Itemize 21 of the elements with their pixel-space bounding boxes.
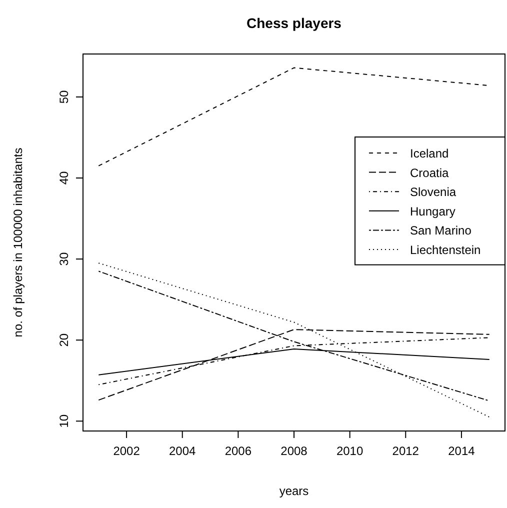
x-tick-label: 2008: [280, 444, 308, 458]
x-tick-label: 2004: [169, 444, 196, 458]
x-tick-label: 2010: [336, 444, 364, 458]
y-tick-label: 20: [57, 333, 71, 347]
x-axis-title: years: [279, 484, 309, 498]
x-tick-label: 2014: [448, 444, 476, 458]
legend-label: San Marino: [410, 224, 472, 238]
x-tick-label: 2006: [224, 444, 252, 458]
y-tick-label: 50: [57, 90, 71, 104]
legend-label: Hungary: [410, 204, 456, 218]
legend-label: Iceland: [410, 146, 449, 160]
legend-label: Slovenia: [410, 185, 456, 200]
chart-title: Chess players: [246, 15, 342, 31]
x-tick-label: 2012: [392, 444, 420, 458]
x-tick-label: 2002: [113, 444, 140, 458]
y-tick-label: 10: [57, 414, 71, 428]
y-tick-label: 40: [57, 171, 71, 185]
y-tick-label: 30: [57, 252, 71, 266]
legend-label: Croatia: [410, 166, 450, 180]
y-axis-title: no. of players in 100000 inhabitants: [11, 148, 25, 338]
legend-label: Liechtenstein: [410, 243, 481, 257]
